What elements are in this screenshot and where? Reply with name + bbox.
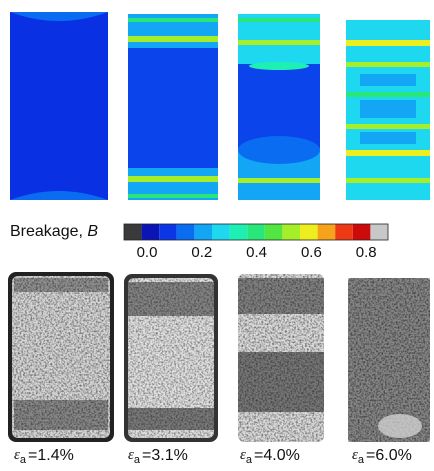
- contour-panel: [128, 14, 218, 200]
- colorbar-cell: [300, 224, 318, 240]
- strain-caption: εa=3.1%: [128, 447, 188, 466]
- colorbar-label: Breakage, B: [10, 223, 98, 240]
- contour-panel: [238, 14, 320, 200]
- colorbar-cell: [194, 224, 212, 240]
- contour-panel: [346, 20, 430, 200]
- colorbar: 0.0 0.2 0.4 0.6 0.8: [124, 224, 388, 261]
- specimen-photo: [348, 278, 430, 442]
- specimen-photo: [124, 274, 218, 442]
- colorbar-tick-label: 0.4: [246, 244, 267, 261]
- colorbar-cell: [159, 224, 177, 240]
- specimen-photo: [238, 274, 324, 442]
- colorbar-cell: [318, 224, 336, 240]
- colorbar-cell: [265, 224, 283, 240]
- colorbar-tick-label: 0.6: [301, 244, 322, 261]
- colorbar-cell: [230, 224, 248, 240]
- colorbar-cell: [247, 224, 265, 240]
- contour-panel: [10, 12, 108, 200]
- strain-caption: εa=6.0%: [352, 447, 412, 466]
- colorbar-cell: [335, 224, 353, 240]
- colorbar-cell: [177, 224, 195, 240]
- strain-caption: εa=4.0%: [240, 447, 300, 466]
- colorbar-tick-label: 0.0: [137, 244, 158, 261]
- colorbar-cell: [353, 224, 371, 240]
- colorbar-cell: [142, 224, 160, 240]
- colorbar-tick-label: 0.2: [191, 244, 212, 261]
- figure: Breakage, B 0.0 0.2 0.4 0.6 0.8 εa=1.4% εa=3.…: [0, 0, 434, 466]
- strain-caption: εa=1.4%: [14, 447, 74, 466]
- colorbar-cell: [124, 224, 142, 240]
- colorbar-cell: [370, 224, 388, 240]
- colorbar-tick-label: 0.8: [356, 244, 377, 261]
- colorbar-cell: [212, 224, 230, 240]
- colorbar-cell: [282, 224, 300, 240]
- specimen-photo: [8, 272, 114, 442]
- captions: εa=1.4% εa=3.1% εa=4.0% εa=6.0%: [14, 447, 412, 466]
